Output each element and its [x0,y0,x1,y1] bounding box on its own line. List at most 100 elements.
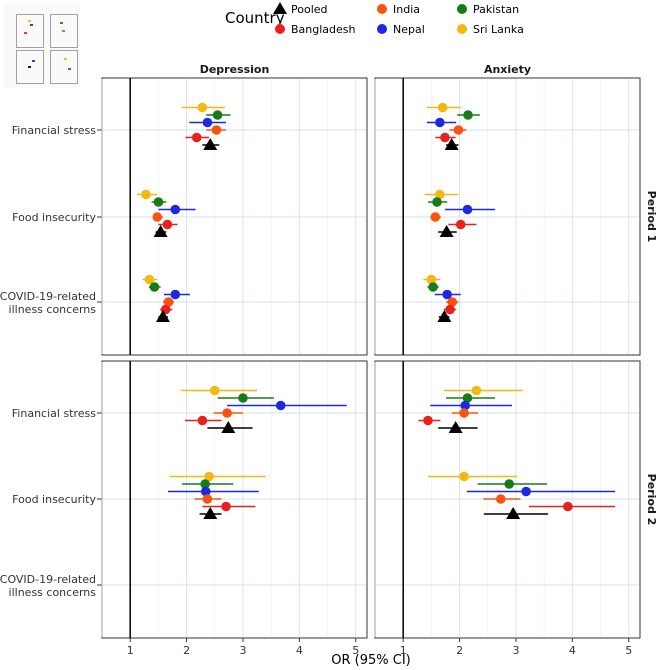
panel-frame [101,360,368,639]
point-estimate-pakistan [149,282,160,292]
y-tick-label: COVID-19-related [0,290,96,303]
point-estimate-sri-lanka [459,471,469,482]
point-estimate-nepal [462,204,473,215]
point-estimate-bangladesh [221,501,231,512]
point-estimate-pooled [437,310,452,322]
point-estimate-pooled [153,225,168,237]
x-tick-label: 2 [183,644,190,657]
point-estimate-sri-lanka [144,274,155,285]
legend-key-bangladesh [275,24,285,34]
x-tick-label: 1 [127,644,134,657]
strip-label-period-2: Period 2 [645,474,658,526]
thumbnail-mark [28,20,31,22]
point-estimate-sri-lanka [435,189,445,200]
legend-key-pooled [273,2,287,14]
point-estimate-india [495,494,506,504]
point-estimate-bangladesh [162,219,173,230]
point-estimate-nepal [275,400,286,411]
point-estimate-nepal [442,289,452,300]
point-estimate-pakistan [238,393,248,403]
x-tick-label: 2 [456,644,463,657]
point-estimate-nepal [435,117,445,128]
y-tick-label: illness concerns [9,586,97,599]
strip-label-depression: Depression [200,63,270,76]
legend-key-india [377,4,387,14]
point-estimate-bangladesh [191,132,202,143]
point-estimate-pakistan [153,197,164,207]
point-estimate-nepal [170,289,181,300]
point-estimate-bangladesh [440,132,450,143]
y-tick-label: COVID-19-related [0,573,96,586]
point-estimate-pooled [444,138,459,150]
thumbnail-mark [60,22,63,24]
point-estimate-bangladesh [423,415,433,426]
panel-frame [101,77,368,356]
point-estimate-pakistan [463,110,473,120]
thumbnail-mark [30,24,33,26]
y-tick-label: Food insecurity [12,211,96,224]
thumbnail-panel [50,14,78,48]
point-estimate-nepal [202,117,213,128]
point-estimate-pakistan [212,110,223,120]
point-estimate-india [453,125,464,135]
point-estimate-pakistan [200,479,210,489]
thumbnail-mark [62,30,65,32]
point-estimate-india [211,125,222,135]
thumbnail-mark [64,58,67,60]
y-tick-label: Financial stress [12,124,96,137]
x-axis-title: OR (95% CI) [331,653,410,668]
point-estimate-india [430,212,441,222]
x-tick-label: 4 [569,644,576,657]
point-estimate-india [447,297,458,307]
point-estimate-pooled [506,507,521,519]
strip-label-anxiety: Anxiety [484,63,531,76]
point-estimate-sri-lanka [209,385,220,396]
point-estimate-pooled [439,225,454,237]
legend-label: Sri Lanka [473,23,524,36]
point-estimate-pakistan [504,479,514,489]
point-estimate-nepal [170,204,181,215]
legend-label: India [393,3,420,16]
point-estimate-sri-lanka [204,471,214,482]
point-estimate-india [163,297,174,307]
x-tick-label: 4 [296,644,303,657]
x-tick-label: 5 [352,644,359,657]
thumbnail-preview [4,4,80,88]
legend-label: Nepal [393,23,425,36]
thumbnail-panel [16,14,44,48]
strip-label-period-1: Period 1 [645,191,658,243]
point-estimate-pooled [155,310,170,322]
point-estimate-sri-lanka [197,102,208,113]
point-estimate-nepal [460,400,471,411]
point-estimate-india [459,408,469,418]
legend-label: Pakistan [473,3,519,16]
point-estimate-nepal [521,486,531,497]
x-tick-label: 1 [400,644,407,657]
y-tick-label: Food insecurity [12,493,96,506]
point-estimate-sri-lanka [471,385,482,396]
legend-title: Country [225,9,285,27]
x-tick-label: 5 [625,644,632,657]
legend-key-sri-lanka [457,24,467,34]
y-tick-label: Financial stress [12,407,96,420]
thumbnail-mark [24,32,27,34]
point-estimate-sri-lanka [426,274,437,285]
point-estimate-pakistan [428,282,438,292]
thumbnail-mark [28,66,31,68]
panel-frame [374,77,641,356]
legend-key-nepal [377,24,387,34]
point-estimate-nepal [200,486,211,497]
thumbnail-panel [16,50,44,84]
y-tick-label: illness concerns [9,303,97,316]
point-estimate-bangladesh [563,501,573,512]
point-estimate-india [152,212,163,222]
point-estimate-bangladesh [445,304,455,315]
thumbnail-mark [68,68,71,70]
point-estimate-bangladesh [197,415,208,426]
point-estimate-india [202,494,213,504]
legend-label: Bangladesh [291,23,356,36]
legend-key-pakistan [457,4,467,14]
point-estimate-india [222,408,232,418]
point-estimate-pooled [203,138,218,150]
